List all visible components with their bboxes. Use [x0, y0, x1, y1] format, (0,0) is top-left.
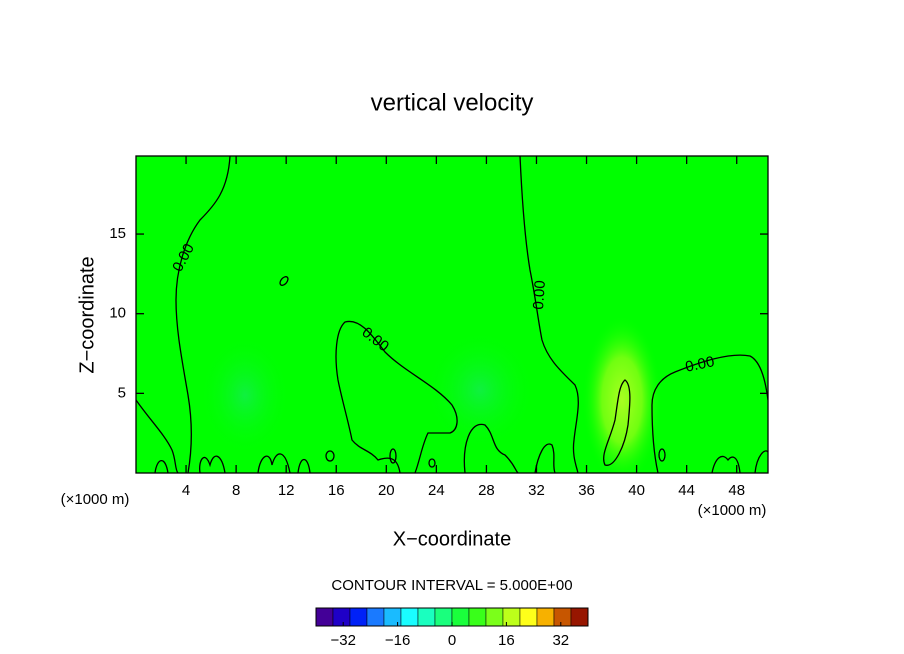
contour-line [389, 448, 397, 464]
y-axis-label: Z−coordinate [76, 256, 98, 373]
colorbar-swatch [553, 607, 572, 627]
colorbar-swatch [434, 607, 453, 627]
colorbar-swatch [536, 607, 555, 627]
contour-line [754, 450, 768, 473]
colorbar-swatch [315, 607, 334, 627]
contour-label: 0.00 [530, 280, 549, 310]
colorbar-swatch [485, 607, 504, 627]
colorbar-swatch [519, 607, 538, 627]
contour-line [199, 455, 226, 473]
x-tick-label: 44 [678, 482, 695, 499]
contour-lines [136, 156, 768, 473]
contour-line [297, 458, 311, 473]
colorbar-swatch [400, 607, 419, 627]
colorbar-swatch [332, 607, 351, 627]
colorbar-tick-label: −32 [330, 632, 355, 649]
colorbar-swatch [383, 607, 402, 627]
contour-line [534, 443, 556, 473]
x-tick-label: 20 [378, 482, 395, 499]
contour-line [325, 450, 335, 462]
contour-line [463, 423, 519, 473]
x-tick-label: 12 [278, 482, 295, 499]
contour-line [428, 458, 436, 468]
x-tick-label: 48 [728, 482, 745, 499]
field-blob [425, 330, 535, 450]
field-blob [200, 335, 290, 455]
colorbar-swatch [570, 607, 589, 627]
field-blob [582, 315, 662, 473]
colorbar-tick-label: −16 [385, 632, 410, 649]
field [136, 156, 768, 473]
chart-title: vertical velocity [371, 89, 534, 116]
contour-line [154, 459, 169, 473]
y-tick-label: 15 [109, 225, 126, 242]
colorbar-swatch [502, 607, 521, 627]
y-tick-label: 5 [118, 384, 126, 401]
y-tick-label: 10 [109, 305, 126, 322]
colorbar-tick-label: 32 [552, 632, 569, 649]
plot-frame [135, 155, 769, 474]
contour-line [651, 354, 768, 473]
x-axis-label: X−coordinate [393, 528, 511, 550]
x-unit-label: (×1000 m) [698, 502, 767, 519]
colorbar-swatch [417, 607, 436, 627]
x-tick-label: 28 [478, 482, 495, 499]
contour-line [658, 448, 666, 462]
colorbar-tick-label: 16 [498, 632, 515, 649]
colorbar-swatch [468, 607, 487, 627]
contour-interval: CONTOUR INTERVAL = 5.000E+00 [331, 577, 572, 594]
contour-line [136, 399, 179, 473]
contour-line [257, 453, 291, 473]
x-tick-label: 36 [578, 482, 595, 499]
x-tick-label: 8 [232, 482, 240, 499]
contour-line [335, 320, 458, 473]
colorbar-swatch [349, 607, 368, 627]
x-unit-label: (×1000 m) [61, 491, 130, 508]
contour-line [519, 156, 579, 473]
contour-line [279, 276, 289, 286]
x-tick-label: 4 [182, 482, 190, 499]
contour-line [175, 156, 231, 473]
x-tick-label: 40 [628, 482, 645, 499]
colorbar-tick-label: 0 [448, 632, 456, 649]
contour-line [711, 455, 741, 473]
x-tick-label: 16 [328, 482, 345, 499]
x-tick-label: 24 [428, 482, 445, 499]
colorbar-swatch [366, 607, 385, 627]
x-tick-label: 32 [528, 482, 545, 499]
contour-label: 0.00 [684, 353, 716, 376]
colorbar-swatch [451, 607, 470, 627]
contour-line [603, 379, 631, 466]
